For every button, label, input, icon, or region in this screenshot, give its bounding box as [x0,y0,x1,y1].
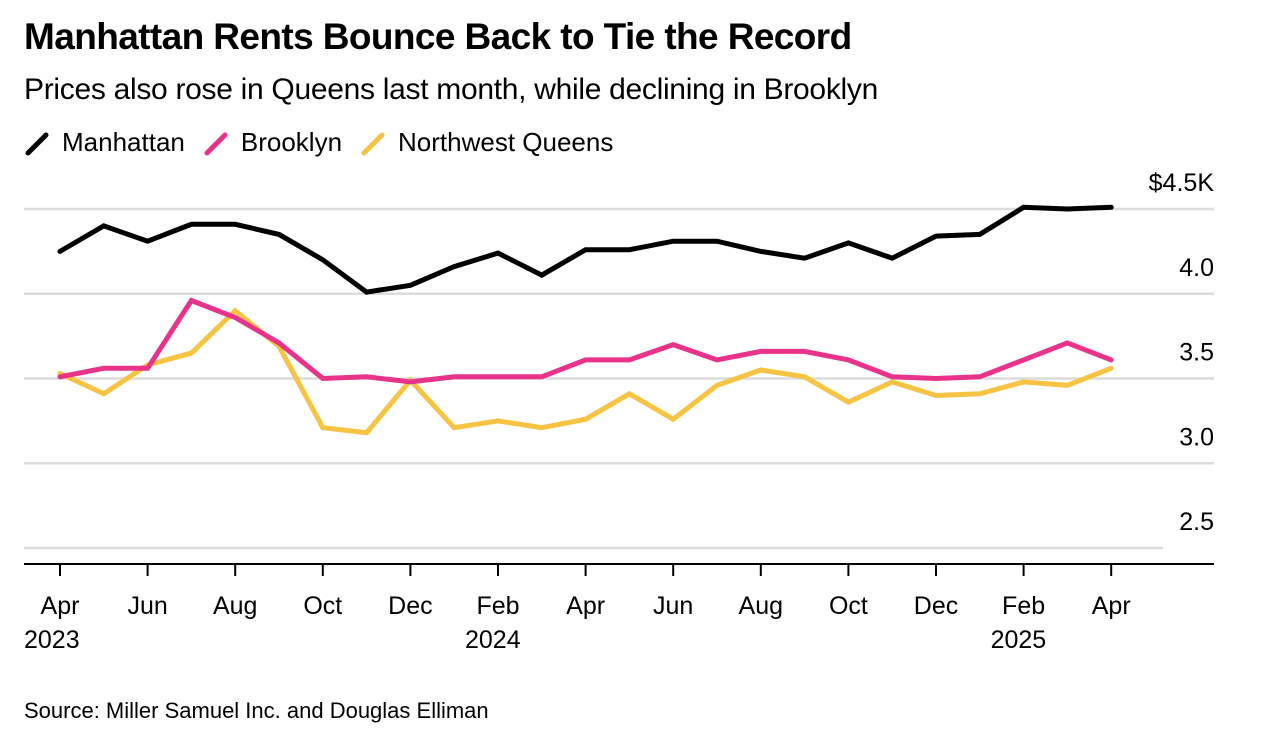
legend-swatch-manhattan [25,132,49,155]
x-tick-label: Dec [388,592,432,620]
gridlines [24,207,1214,550]
x-tick-year-label: 2023 [24,626,80,654]
x-axis: Apr 2023 Jun Aug Oct Dec Feb 2024 Apr Jun Aug Oct De… [24,563,1214,654]
y-tick-label: 4.0 [1179,254,1214,282]
chart-subtitle: Prices also rose in Queens last month, w… [24,73,878,106]
y-tick-label: 3.0 [1179,423,1214,451]
x-tick-label: Jun [653,592,693,620]
x-tick-year-label: 2025 [991,626,1047,654]
x-tick-year-label: 2024 [465,626,521,654]
x-tick-label: Oct [303,592,342,620]
series-line-manhattan [57,204,1114,295]
x-tick-label: Apr [1092,592,1131,620]
x-tick-label: Feb [1002,592,1045,620]
y-tick-label: 3.5 [1179,339,1214,367]
legend-swatch-northwest-queens [361,132,385,155]
legend-label: Brooklyn [240,127,343,157]
legend-item-northwest-queens: Northwest Queens [360,127,613,158]
legend-item-manhattan: Manhattan [24,127,185,158]
x-tick-label: Apr [41,592,80,620]
legend-swatch-brooklyn [204,132,228,155]
x-tick-label: Oct [829,592,868,620]
x-tick-label: Feb [476,592,519,620]
legend-label: Manhattan [62,127,185,157]
x-tick-label: Aug [739,592,783,620]
series-lines [57,204,1114,436]
x-tick-label: Jun [127,592,167,620]
legend: Manhattan Brooklyn Northwest Queens [24,127,631,158]
y-tick-label: $4.5K [1149,169,1215,197]
y-axis-labels: $4.5K 4.0 3.5 3.0 2.5 [1149,169,1215,536]
y-tick-label: 2.5 [1179,508,1214,536]
x-tick-label: Dec [914,592,958,620]
chart-title: Manhattan Rents Bounce Back to Tie the R… [24,16,852,57]
legend-item-brooklyn: Brooklyn [203,127,342,158]
legend-label: Northwest Queens [398,127,614,157]
series-line-northwest-queens [57,307,1114,436]
source-note: Source: Miller Samuel Inc. and Douglas E… [24,698,489,723]
series-line-brooklyn [57,297,1114,385]
x-tick-label: Apr [566,592,605,620]
x-tick-label: Aug [213,592,257,620]
